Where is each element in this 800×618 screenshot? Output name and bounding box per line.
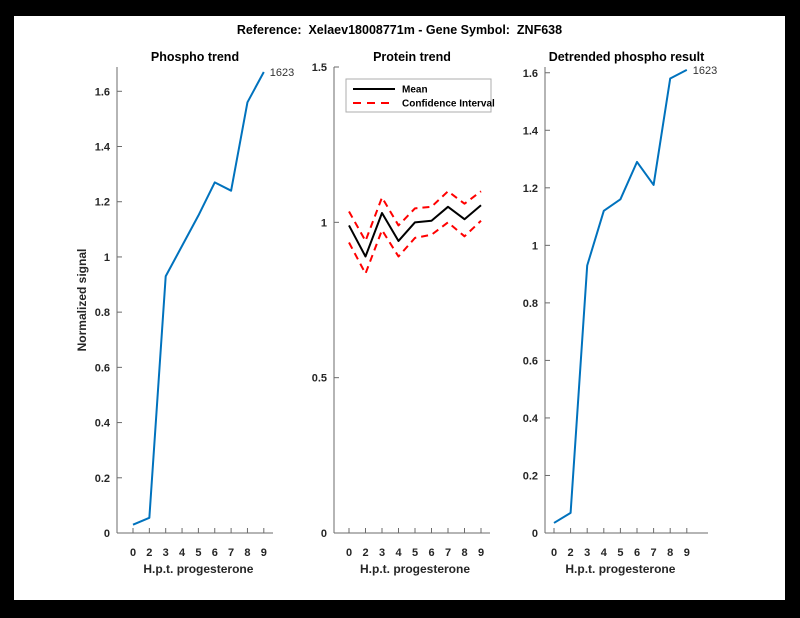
series-line-red bbox=[348, 220, 482, 275]
x-tick-label: 5 bbox=[617, 547, 623, 559]
x-tick-label: 7 bbox=[651, 547, 657, 559]
x-axis-label: H.p.t. progesterone bbox=[360, 562, 470, 576]
y-tick-label: 0 bbox=[321, 528, 327, 540]
x-tick-label: 2 bbox=[146, 547, 152, 559]
series-end-label: 1623 bbox=[270, 67, 294, 79]
x-tick-label: 9 bbox=[684, 547, 690, 559]
x-tick-label: 6 bbox=[428, 547, 434, 559]
y-tick-label: 0.4 bbox=[95, 418, 111, 430]
y-tick-label: 0 bbox=[104, 528, 110, 540]
x-axis-label: H.p.t. progesterone bbox=[143, 562, 253, 576]
y-tick-label: 0.6 bbox=[523, 355, 538, 367]
detrended-phospho-chart: Detrended phospho result 0 0.2 0.4 0.6 0.8 1 1.… bbox=[523, 50, 718, 576]
x-tick-label: 8 bbox=[244, 547, 250, 559]
subplot-title: Detrended phospho result bbox=[549, 50, 705, 64]
y-tick-label: 0 bbox=[532, 528, 538, 540]
x-tick-label: 8 bbox=[461, 547, 467, 559]
y-tick-label: 1.4 bbox=[95, 142, 111, 154]
figure-title: Reference: Xelaev18008771m - Gene Symbol… bbox=[236, 23, 563, 37]
y-tick-label: 1.2 bbox=[95, 197, 110, 209]
y-tick-label: 1 bbox=[104, 252, 110, 264]
series-end-label: 1623 bbox=[693, 65, 717, 77]
y-tick-label: 1.6 bbox=[523, 68, 538, 80]
x-tick-label: 0 bbox=[346, 547, 352, 559]
legend-label: Confidence Interval bbox=[402, 99, 495, 110]
x-tick-label: 7 bbox=[445, 547, 451, 559]
y-axis-label: Normalized signal bbox=[75, 249, 89, 352]
x-tick-label: 6 bbox=[634, 547, 640, 559]
x-tick-label: 9 bbox=[261, 547, 267, 559]
x-tick-label: 4 bbox=[179, 547, 186, 559]
y-tick-label: 0.4 bbox=[523, 413, 539, 425]
x-tick-label: 9 bbox=[478, 547, 484, 559]
y-tick-label: 0.5 bbox=[312, 373, 327, 385]
y-tick-label: 0.2 bbox=[95, 473, 110, 485]
y-tick-label: 0.2 bbox=[523, 470, 538, 482]
series-line-blue bbox=[132, 71, 265, 526]
y-tick-label: 1 bbox=[321, 217, 327, 229]
subplot-title: Phospho trend bbox=[151, 50, 239, 64]
series-line-blue bbox=[553, 68, 688, 524]
series-line-black bbox=[348, 204, 482, 258]
y-tick-label: 1.5 bbox=[312, 62, 327, 74]
x-tick-label: 0 bbox=[130, 547, 136, 559]
x-tick-label: 6 bbox=[212, 547, 218, 559]
subplot-title: Protein trend bbox=[373, 50, 451, 64]
x-tick-label: 7 bbox=[228, 547, 234, 559]
x-tick-label: 0 bbox=[551, 547, 557, 559]
legend-box bbox=[345, 78, 492, 113]
x-tick-label: 3 bbox=[163, 547, 169, 559]
x-tick-label: 2 bbox=[568, 547, 574, 559]
y-tick-label: 1.6 bbox=[95, 86, 110, 98]
y-tick-label: 0.8 bbox=[95, 307, 110, 319]
x-tick-label: 3 bbox=[584, 547, 590, 559]
x-tick-label: 4 bbox=[395, 547, 402, 559]
x-tick-label: 5 bbox=[195, 547, 201, 559]
x-tick-label: 4 bbox=[601, 547, 608, 559]
matlab-figure: Reference: Xelaev18008771m - Gene Symbol… bbox=[14, 16, 785, 600]
x-tick-label: 3 bbox=[379, 547, 385, 559]
legend-label: Mean bbox=[402, 85, 428, 96]
y-tick-label: 1.2 bbox=[523, 183, 538, 195]
y-tick-label: 0.8 bbox=[523, 298, 538, 310]
y-tick-label: 1.4 bbox=[523, 125, 539, 137]
x-axis-label: H.p.t. progesterone bbox=[565, 562, 675, 576]
x-tick-label: 2 bbox=[362, 547, 368, 559]
x-tick-label: 5 bbox=[412, 547, 418, 559]
x-tick-label: 8 bbox=[667, 547, 673, 559]
y-tick-label: 1 bbox=[532, 240, 538, 252]
y-tick-label: 0.6 bbox=[95, 362, 110, 374]
series-line-red bbox=[348, 190, 482, 242]
